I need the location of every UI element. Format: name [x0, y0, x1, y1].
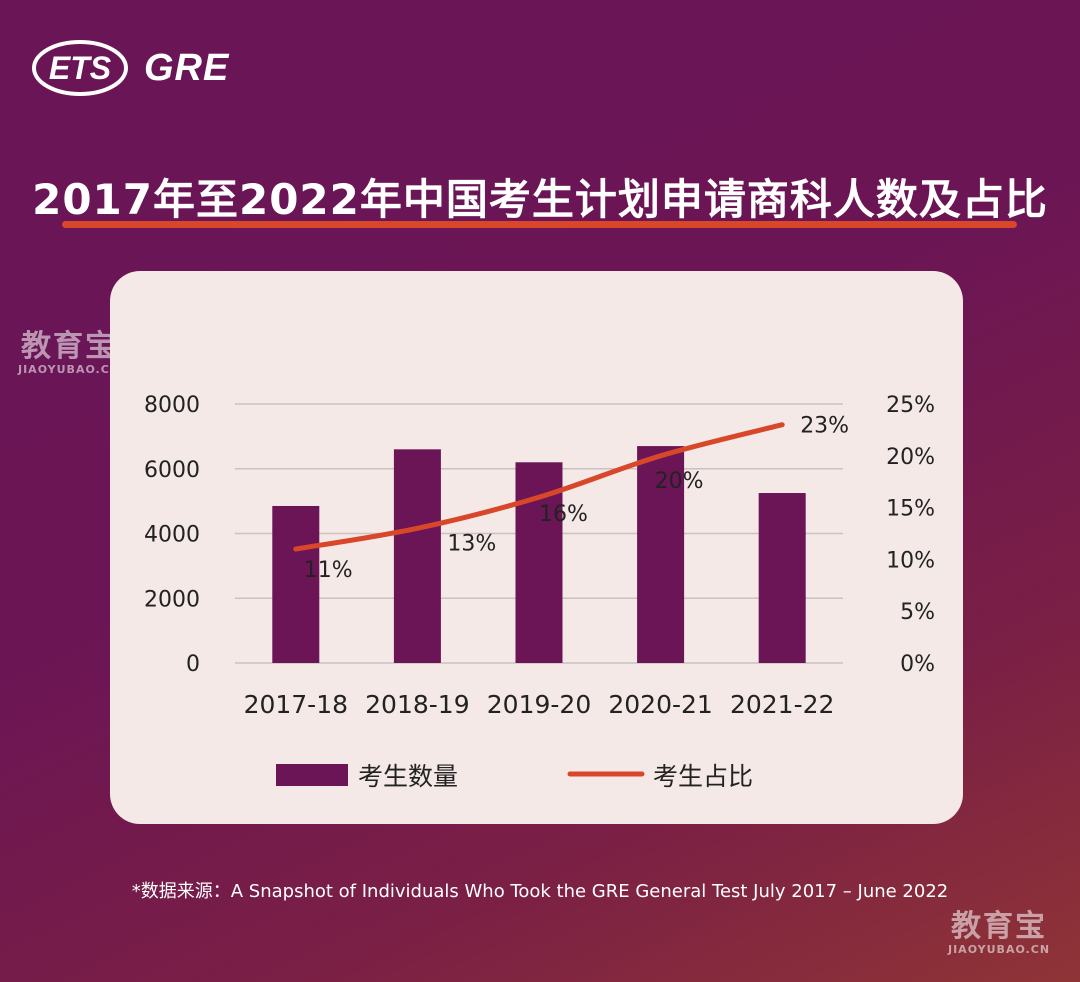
y-right-tick-label: 5% [900, 600, 935, 625]
y-right-tick-label: 20% [886, 445, 935, 470]
data-label: 20% [655, 469, 704, 494]
y-right-tick-label: 10% [886, 548, 935, 573]
gre-logo-text: GRE [144, 46, 230, 89]
y-left-tick-label: 4000 [144, 523, 200, 548]
x-tick-label: 2018-19 [365, 690, 469, 719]
chart-card: 11% 13% 16% 20% 23% 0 2000 4000 6000 8000 0% 5% 10%… [110, 271, 963, 824]
bar [758, 493, 806, 663]
x-tick-label: 2019-20 [487, 690, 591, 719]
ets-logo-text: ETS [49, 50, 112, 86]
y-left-tick-label: 6000 [144, 458, 200, 483]
bar [393, 449, 441, 663]
source-note: *数据来源：A Snapshot of Individuals Who Took… [131, 881, 949, 902]
title-underline [62, 221, 1017, 228]
y-left-tick-label: 8000 [144, 393, 200, 418]
watermark-en: JIAOYUBAO.CN [18, 363, 121, 376]
x-tick-label: 2017-18 [244, 690, 348, 719]
ets-gre-logo: ETS GRE [30, 38, 229, 98]
x-tick-label: 2021-22 [730, 690, 834, 719]
y-left-tick-label: 2000 [144, 587, 200, 612]
combo-chart: 11% 13% 16% 20% 23% 0 2000 4000 6000 8000 0% 5% 10%… [144, 393, 935, 791]
ets-logo-icon: ETS [32, 40, 128, 96]
watermark: 教育宝 JIAOYUBAO.CN [948, 910, 1050, 956]
watermark-en: JIAOYUBAO.CN [948, 943, 1051, 956]
y-right-tick-label: 0% [900, 652, 935, 677]
watermark: 教育宝 JIAOYUBAO.CN [18, 330, 120, 376]
data-label: 23% [800, 414, 849, 439]
y-right-tick-label: 15% [886, 497, 935, 522]
legend-swatch-bar [276, 764, 348, 786]
bar [272, 505, 320, 663]
watermark-cn: 教育宝 [951, 909, 1048, 944]
y-left-tick-label: 0 [186, 652, 200, 677]
bar [637, 446, 685, 663]
x-tick-label: 2020-21 [608, 690, 712, 719]
data-label: 16% [539, 502, 588, 527]
data-label: 11% [304, 558, 353, 583]
series-line [293, 422, 785, 552]
watermark-cn: 教育宝 [21, 329, 118, 364]
data-label: 13% [447, 531, 496, 556]
y-right-tick-label: 25% [886, 393, 935, 418]
legend-label: 考生占比 [653, 762, 753, 791]
page-title: 2017年至2022年中国考生计划申请商科人数及占比 [32, 175, 1048, 224]
legend-label: 考生数量 [358, 762, 458, 791]
